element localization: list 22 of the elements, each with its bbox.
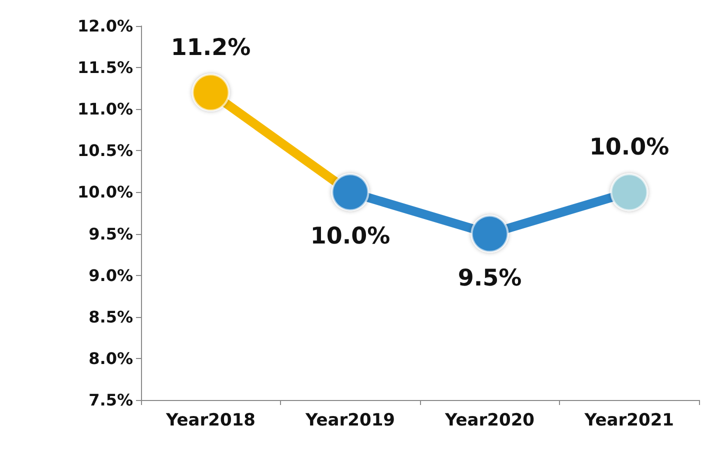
point xyxy=(610,173,648,212)
point xyxy=(192,73,230,112)
x-tick-label: Year2018 xyxy=(165,410,256,430)
y-tick-label: 11.5% xyxy=(77,58,133,78)
x-tick-label: Year2021 xyxy=(584,410,674,430)
data-label: 9.5% xyxy=(458,265,522,292)
y-tick-label: 7.5% xyxy=(88,390,133,410)
data-label: 10.0% xyxy=(589,134,670,161)
point xyxy=(331,173,370,212)
y-tick-label: 12.0% xyxy=(77,16,133,36)
data-label: 11.2% xyxy=(170,34,251,61)
data-label: 10.0% xyxy=(310,224,390,250)
y-tick-label: 8.5% xyxy=(88,307,133,326)
y-tick-label: 8.0% xyxy=(88,348,133,368)
y-tick-label: 10.5% xyxy=(77,141,133,160)
point xyxy=(470,214,509,253)
y-tick-label: 11.0% xyxy=(77,100,133,119)
x-tick-label: Year2019 xyxy=(304,410,395,430)
y-tick-label: 9.5% xyxy=(88,224,133,244)
y-tick-label: 9.0% xyxy=(88,266,133,285)
y-tick-label: 10.0% xyxy=(77,182,133,202)
x-tick-label: Year2020 xyxy=(444,410,535,430)
